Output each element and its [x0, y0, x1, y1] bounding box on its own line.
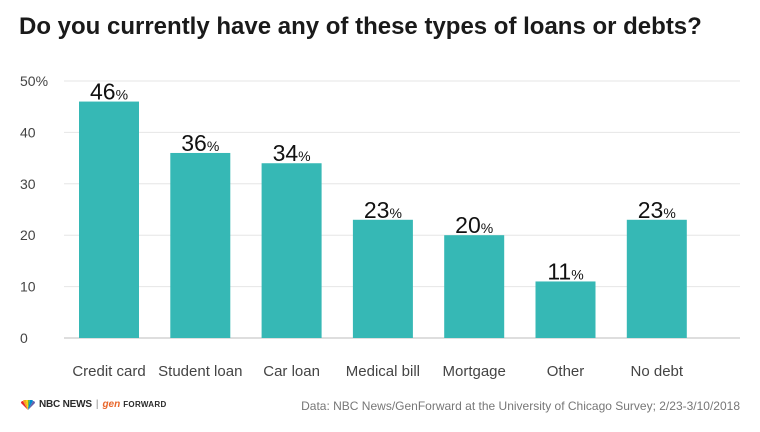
data-label-unit: % [389, 205, 401, 221]
gen-wordmark: gen [102, 399, 121, 410]
bars [79, 101, 687, 338]
nbc-genforward-logo: NBC NEWS | gen FORWARD [20, 399, 167, 410]
bar [261, 163, 322, 338]
x-tick-label: Student loan [158, 363, 242, 380]
y-tick-label: 40 [20, 124, 36, 140]
nbc-news-wordmark: NBC NEWS [39, 399, 92, 410]
logo-separator: | [95, 399, 99, 410]
x-tick-label: Car loan [263, 363, 320, 380]
data-label: 23% [364, 197, 402, 223]
y-tick-label: 10 [20, 279, 36, 295]
data-label: 20% [455, 212, 493, 238]
y-axis-ticks: 0 10 20 30 40 50% [20, 73, 48, 346]
data-label-unit: % [298, 148, 310, 164]
x-tick-label: No debt [631, 363, 684, 380]
y-tick-label: 0 [20, 330, 28, 346]
data-labels: 46%36% 34%23% 20%11%23% [90, 79, 676, 285]
x-tick-label: Mortgage [443, 363, 506, 380]
data-label-value: 23 [364, 197, 390, 223]
data-label-unit: % [207, 138, 219, 154]
peacock-icon [21, 399, 35, 410]
x-axis-ticks: Credit card Student loan Car loan Medical b… [72, 363, 684, 380]
bar [79, 101, 139, 338]
x-tick-label: Medical bill [346, 363, 420, 380]
x-tick-label: Credit card [72, 363, 145, 380]
bar [352, 219, 413, 338]
data-label: 36% [181, 130, 219, 156]
data-label-value: 34 [273, 140, 299, 166]
bar [535, 281, 596, 338]
chart-title: Do you currently have any of these types… [19, 13, 702, 40]
bar [444, 235, 505, 338]
data-label-unit: % [663, 205, 675, 221]
data-label-unit: % [116, 87, 128, 103]
data-label: 23% [638, 197, 676, 223]
source-note: Data: NBC News/GenForward at the Univers… [301, 399, 740, 413]
bar [170, 152, 231, 338]
data-label-unit: % [481, 220, 493, 236]
data-label-value: 20 [455, 212, 481, 238]
y-tick-label: 20 [20, 227, 36, 243]
data-label-value: 36 [181, 130, 207, 156]
data-label: 34% [273, 140, 311, 166]
data-label: 46% [90, 79, 128, 105]
forward-wordmark: FORWARD [123, 400, 167, 409]
data-label: 11% [547, 258, 583, 284]
data-label-unit: % [571, 266, 583, 282]
x-tick-label: Other [547, 363, 585, 380]
data-label-value: 46 [90, 79, 116, 105]
y-tick-label: 50% [20, 73, 48, 89]
bar [626, 219, 687, 338]
data-label-value: 11 [547, 258, 571, 284]
data-label-value: 23 [638, 197, 664, 223]
y-tick-label: 30 [20, 176, 36, 192]
